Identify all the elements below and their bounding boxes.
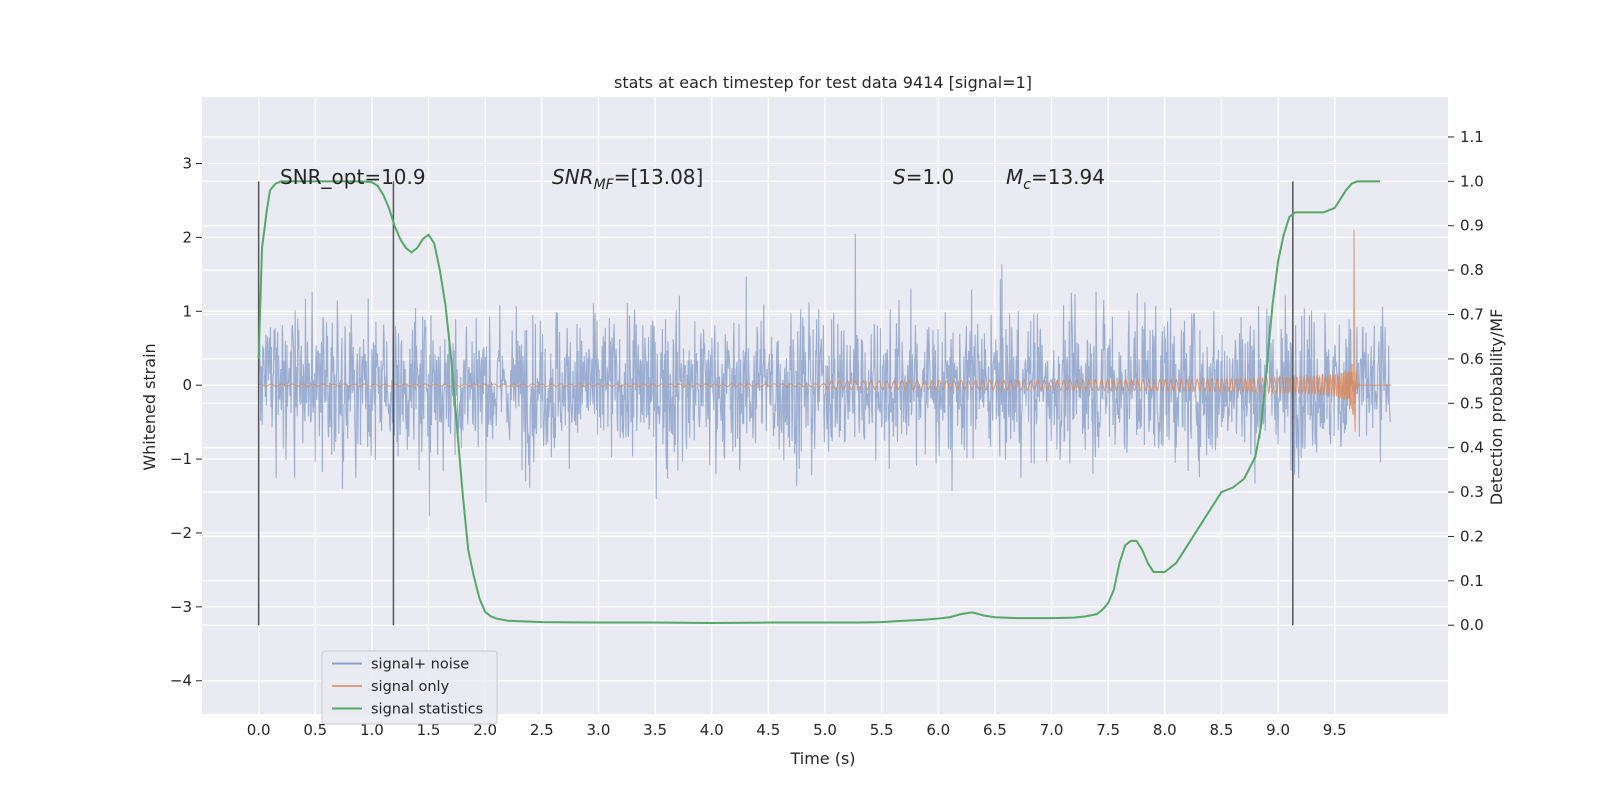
y-tick-label-left: 2 xyxy=(182,228,192,246)
annotation-s: S=1.0 xyxy=(893,165,954,189)
series-signal-noise xyxy=(258,233,1391,517)
x-tick-label: 4.5 xyxy=(756,721,780,739)
x-tick-label: 5.5 xyxy=(870,721,894,739)
x-tick-label: 2.0 xyxy=(473,721,497,739)
annotation-snr-mf-sub: MF xyxy=(594,177,615,193)
x-tick-label: 3.5 xyxy=(643,721,667,739)
y-tick-label-right: 0.9 xyxy=(1460,217,1484,235)
annotation-mc-symbol: M xyxy=(1006,165,1023,189)
y-tick-label-right: 0.3 xyxy=(1460,483,1484,501)
y-tick-label-right: 0.7 xyxy=(1460,306,1484,324)
y-tick-label-right: 0.0 xyxy=(1460,616,1484,634)
y-tick-label-left: −1 xyxy=(170,450,192,468)
annotation-s-symbol: S xyxy=(893,165,906,189)
x-tick-label: 6.5 xyxy=(983,721,1007,739)
x-tick-label: 8.5 xyxy=(1210,721,1234,739)
y-tick-label-right: 0.2 xyxy=(1460,527,1484,545)
x-tick-label: 0.0 xyxy=(247,721,271,739)
y-tick-label-right: 1.0 xyxy=(1460,172,1484,190)
x-tick-label: 3.0 xyxy=(587,721,611,739)
x-tick-label: 1.0 xyxy=(360,721,384,739)
x-tick-label: 8.0 xyxy=(1153,721,1177,739)
annotations: SNR_opt=10.9 SNRMF=[13.08] S=1.0 Mc=13.9… xyxy=(280,165,1105,193)
y-tick-label-left: −2 xyxy=(170,524,192,542)
annotation-s-value: =1.0 xyxy=(906,165,955,189)
y-tick-label-left: 3 xyxy=(182,155,192,173)
noise-trace xyxy=(258,233,1391,517)
legend-label-signal: signal only xyxy=(371,679,450,695)
chart-title: stats at each timestep for test data 941… xyxy=(614,73,1032,92)
annotation-mc-sub: c xyxy=(1023,177,1031,193)
y-tick-label-left: −4 xyxy=(170,672,192,690)
x-tick-label: 1.5 xyxy=(417,721,441,739)
annotation-mc: Mc=13.94 xyxy=(1006,165,1105,193)
annotation-snr-opt: SNR_opt=10.9 xyxy=(280,165,426,189)
series-signal-statistics xyxy=(257,180,1381,624)
signal-trace xyxy=(258,230,1392,432)
x-tick-label: 5.0 xyxy=(813,721,837,739)
x-tick-label: 9.0 xyxy=(1266,721,1290,739)
y-tick-label-left: 1 xyxy=(182,302,192,320)
y-axis-right-label: Detection probability/MF xyxy=(1487,309,1506,506)
x-tick-label: 6.0 xyxy=(926,721,950,739)
legend-box xyxy=(321,650,498,725)
x-tick-label: 9.5 xyxy=(1323,721,1347,739)
annotation-snr-mf-value: =[13.08] xyxy=(614,165,704,189)
x-axis-label: Time (s) xyxy=(789,749,855,768)
y-tick-label-right: 0.1 xyxy=(1460,572,1484,590)
legend-label-noise: signal+ noise xyxy=(371,657,469,673)
y-tick-label-right: 0.5 xyxy=(1460,394,1484,412)
y-axis-left-label: Whitened strain xyxy=(140,343,159,470)
stats-line xyxy=(257,180,1381,624)
annotation-snr-mf: SNRMF=[13.08] xyxy=(552,165,703,193)
x-tick-label: 7.0 xyxy=(1040,721,1064,739)
x-tick-label: 4.0 xyxy=(700,721,724,739)
x-tick-label: 2.5 xyxy=(530,721,554,739)
x-tick-label: 7.5 xyxy=(1096,721,1120,739)
vertical-markers xyxy=(257,181,1294,626)
y-tick-label-right: 0.8 xyxy=(1460,261,1484,279)
legend: signal+ noise signal only signal statist… xyxy=(321,650,498,725)
series-signal-only xyxy=(258,230,1392,432)
annotation-mc-value: =13.94 xyxy=(1031,165,1105,189)
y-tick-label-right: 1.1 xyxy=(1460,128,1484,146)
y-tick-label-left: 0 xyxy=(182,376,192,394)
y-tick-label-right: 0.4 xyxy=(1460,439,1484,457)
annotation-snr-mf-symbol: SNR xyxy=(552,165,594,189)
legend-label-stats: signal statistics xyxy=(371,702,483,718)
y-tick-label-left: −3 xyxy=(170,598,192,616)
y-tick-label-right: 0.6 xyxy=(1460,350,1484,368)
x-tick-label: 0.5 xyxy=(303,721,327,739)
axes: 0.0 0.5 1.0 1.5 2.0 2.5 3.0 3.5 4.0 4.5 5.0 5.5 6.0 6… xyxy=(170,128,1484,739)
